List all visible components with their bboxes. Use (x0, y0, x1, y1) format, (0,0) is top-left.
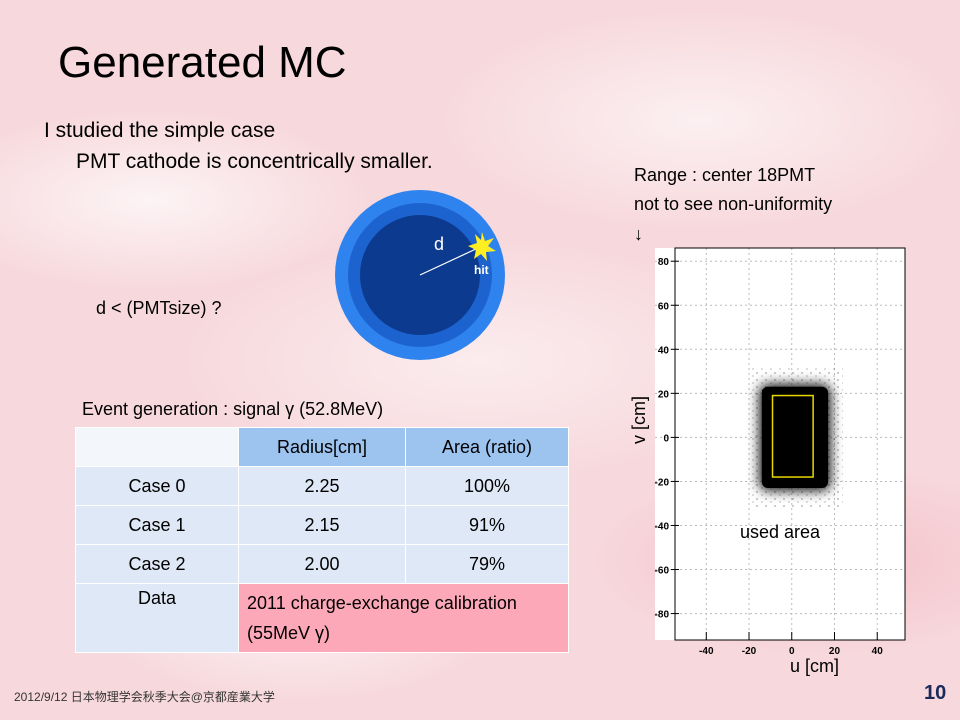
footer: 2012/9/12 日本物理学会秋季大会@京都産業大学 (14, 690, 275, 704)
y-tick-label: -20 (655, 477, 670, 488)
x-axis-label: u [cm] (790, 656, 839, 676)
intro-line: I studied the simple case (44, 119, 276, 142)
plot-frame (674, 247, 906, 641)
x-tick-label: 0 (789, 646, 795, 657)
range-note: Range : center 18PMT (634, 165, 816, 185)
range-note: not to see non-uniformity (634, 194, 833, 214)
cell: Data (75, 583, 239, 653)
x-tick-label: 40 (872, 646, 884, 657)
page-number: 10 (924, 682, 947, 704)
scatter-plot: -40 -20 0 20 40 -80 -60 -40 -20 0 20 40 60 80 used are… (629, 247, 906, 676)
x-tick-label: -40 (699, 646, 714, 657)
cell: 2.25 (238, 466, 406, 506)
y-tick-label: -40 (655, 521, 670, 532)
range-arrow: ↓ (634, 224, 643, 244)
distance-label: d (434, 234, 444, 254)
y-tick-label: 20 (658, 389, 670, 400)
y-tick-label: -80 (655, 610, 670, 621)
y-axis-label: v [cm] (629, 396, 649, 444)
pmt-diagram: d hit (335, 190, 505, 360)
hit-star (468, 232, 496, 261)
y-tick-label: 40 (658, 345, 670, 356)
y-tick-label: 80 (658, 257, 670, 268)
used-area-box (771, 394, 814, 478)
hit-label: hit (474, 263, 489, 277)
cell: Case 1 (75, 505, 239, 545)
case-table: Radius[cm] Area (ratio) Case 0 2.25 100% C… (75, 427, 569, 653)
cell: 91% (405, 505, 569, 545)
cell: 2.00 (238, 544, 406, 584)
header-cell: Radius[cm] (238, 427, 406, 467)
cell: Case 0 (75, 466, 239, 506)
title: Generated MC (58, 38, 347, 87)
event-core (761, 386, 829, 489)
question: d < (PMTsize) ? (96, 298, 222, 318)
cell: 2.15 (238, 505, 406, 545)
annotation: used area (740, 522, 821, 542)
x-tick-label: 20 (829, 646, 841, 657)
table-caption: Event generation : signal γ (52.8MeV) (82, 399, 384, 419)
header-cell: Area (ratio) (405, 427, 569, 467)
y-tick-label: -60 (655, 566, 670, 577)
x-tick-label: -20 (742, 646, 757, 657)
cell: 2011 charge-exchange calibration (55MeV … (238, 583, 569, 653)
y-tick-label: 60 (658, 301, 670, 312)
intro-line: PMT cathode is concentrically smaller. (76, 150, 433, 173)
cell: 100% (405, 466, 569, 506)
cell: Case 2 (75, 544, 239, 584)
cell: 79% (405, 544, 569, 584)
radius-line (419, 247, 479, 276)
y-tick-label: 0 (663, 433, 669, 444)
